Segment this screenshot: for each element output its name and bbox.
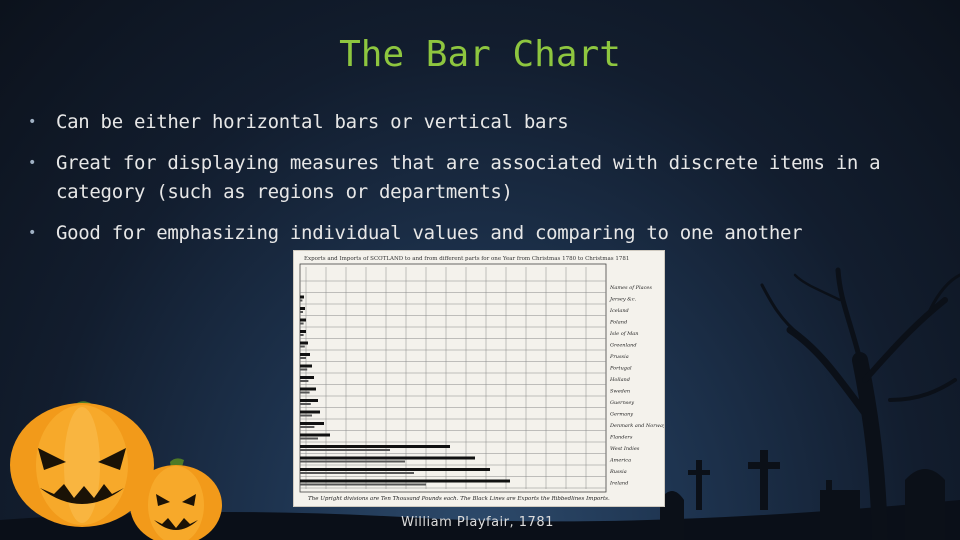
figure-bar [300, 483, 426, 486]
figure-caption: William Playfair, 1781 [401, 515, 554, 530]
figure-bar [300, 387, 316, 391]
figure-row-label: America [609, 458, 631, 464]
bullet-item: • Great for displaying measures that are… [24, 149, 924, 207]
figure-bar [300, 307, 305, 310]
figure-bar [300, 353, 310, 356]
figure-header: Exports and Imports of SCOTLAND to and f… [304, 256, 629, 262]
bullet-text: Great for displaying measures that are a… [56, 152, 881, 203]
figure-bar [300, 399, 318, 402]
figure-bar [300, 479, 510, 483]
figure-bar [300, 376, 314, 379]
figure-bar [300, 456, 475, 460]
figure-bar [300, 318, 306, 322]
figure-footer: The Upright divisions are Ten Thousand P… [308, 496, 610, 502]
figure-row-label: Germany [610, 412, 633, 418]
figure-bar [300, 433, 330, 437]
figure-bar [300, 299, 303, 302]
figure-bar [300, 472, 414, 474]
bullet-text: Good for emphasizing individual values a… [56, 222, 803, 244]
figure-bar [300, 422, 324, 425]
figure-bar [300, 391, 310, 394]
figure-row-label: Isle of Man [609, 331, 638, 337]
figure-row-label: Greenland [610, 343, 637, 349]
figure-row-label: Jersey &c. [609, 297, 637, 303]
figure-bar [300, 380, 309, 382]
bullet-icon: • [28, 225, 37, 241]
figure-row-label: Ireland [609, 481, 628, 487]
figure-row-label: Russia [609, 469, 627, 475]
figure-row-label: Portugal [609, 366, 632, 372]
figure-row-label: Prussia [609, 354, 629, 360]
figure-row-label: West Indies [610, 446, 640, 452]
figure-row-label: Guernsey [610, 400, 634, 406]
figure-row-label: Iceland [609, 308, 629, 314]
figure-bar [300, 414, 312, 417]
figure-bar [300, 364, 312, 368]
bullet-item: • Can be either horizontal bars or verti… [24, 108, 924, 137]
figure-row-label: Names of Places [609, 285, 652, 291]
figure-bar [300, 437, 318, 440]
bullet-icon: • [28, 155, 37, 171]
figure-bar [300, 445, 450, 448]
figure-row-label: Flanders [609, 435, 633, 441]
figure-bar [300, 426, 315, 428]
figure-bar [300, 341, 308, 345]
bullet-list: • Can be either horizontal bars or verti… [24, 108, 924, 260]
slide-title: The Bar Chart [339, 34, 621, 75]
playfair-chart-drawing: Exports and Imports of SCOTLAND to and f… [299, 256, 664, 502]
figure-row-label: Denmark and Norway [609, 423, 664, 429]
figure-row-label: Poland [609, 320, 627, 326]
figure-bar [300, 295, 304, 299]
playfair-chart-image: Exports and Imports of SCOTLAND to and f… [293, 250, 665, 507]
bullet-text: Can be either horizontal bars or vertica… [56, 111, 569, 133]
figure-bar [300, 468, 490, 471]
figure-bar [300, 410, 320, 414]
figure-bar [300, 403, 311, 405]
figure-bar [300, 311, 303, 313]
figure-bar [300, 368, 308, 371]
figure-bar [300, 449, 390, 451]
figure-row-label: Sweden [610, 389, 630, 395]
figure-bar [300, 322, 304, 325]
figure-bar [300, 460, 405, 463]
figure-bar [300, 330, 306, 333]
figure-bar [300, 345, 305, 348]
figure-bar [300, 357, 306, 359]
bullet-icon: • [28, 114, 37, 130]
figure-row-label: Holland [609, 377, 630, 383]
figure-bar [300, 334, 304, 336]
bullet-item: • Good for emphasizing individual values… [24, 219, 924, 248]
